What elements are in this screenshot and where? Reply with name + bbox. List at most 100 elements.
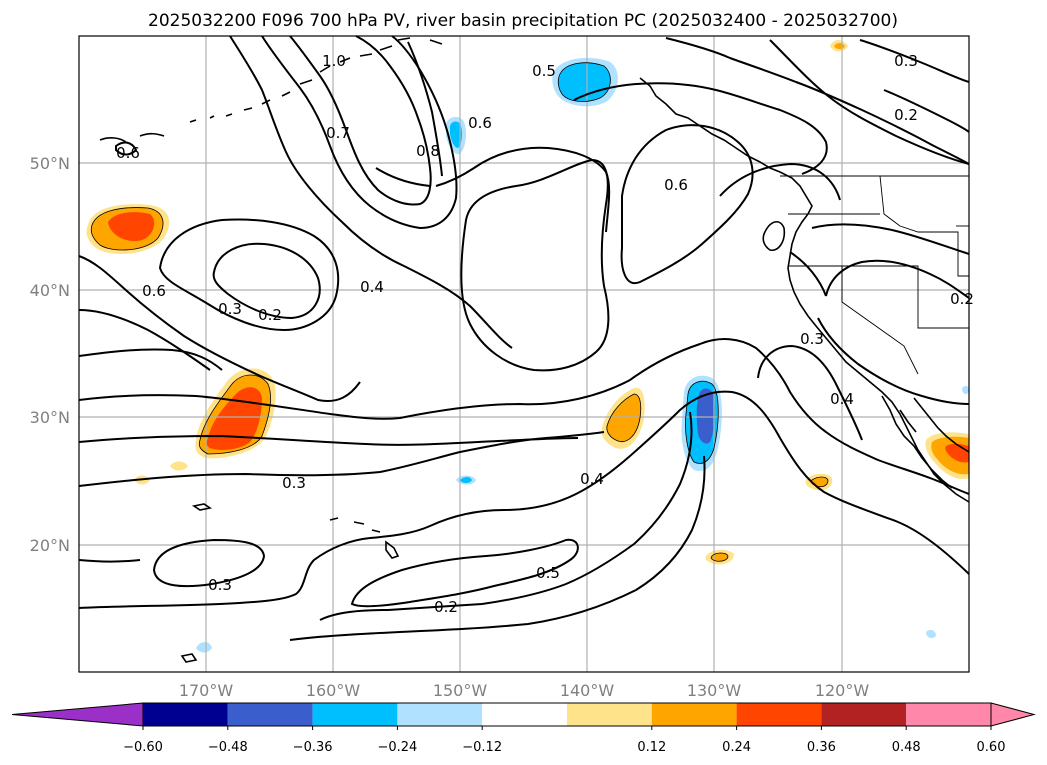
precip-outline <box>606 393 642 443</box>
lon-label: 120°W <box>815 681 870 700</box>
contour-label: 0.6 <box>664 176 688 194</box>
lat-label: 40°N <box>30 281 70 300</box>
colorbar-bin <box>227 703 313 726</box>
pv-isoline <box>825 259 970 299</box>
colorbar-bin <box>906 703 991 726</box>
lat-label: 50°N <box>30 154 70 173</box>
state-borders <box>879 175 969 277</box>
precip-fill-negative-mid <box>450 121 462 148</box>
precip-fill-positive-outer <box>170 461 188 471</box>
contour-label: 0.2 <box>894 106 918 124</box>
contour-label: 0.4 <box>580 470 604 488</box>
baja-coast <box>881 395 953 489</box>
pv-isoline <box>152 538 266 588</box>
contour-labels: 1.0 0.7 0.8 0.6 0.5 0.3 0.2 0.6 0.6 0.3 … <box>116 52 974 616</box>
colorbar-tick-label: −0.48 <box>208 740 248 755</box>
colorbar-extend-low <box>11 702 144 727</box>
precip-fill-positive-mid <box>606 394 641 442</box>
lon-label: 160°W <box>306 681 361 700</box>
colorbar-tick-label: 0.48 <box>892 740 921 755</box>
precip-outline <box>557 62 611 102</box>
lon-label: 170°W <box>179 681 234 700</box>
longitude-labels: 170°W 160°W 150°W 140°W 130°W 120°W <box>179 681 870 700</box>
precip-fill-negative-core <box>696 388 715 444</box>
coastlines <box>99 37 970 663</box>
colorbar-bin <box>821 703 907 726</box>
contour-label: 0.2 <box>950 290 974 308</box>
colorbar-extend-high <box>990 702 1036 727</box>
colorbar-bin <box>736 703 822 726</box>
contour-label: 0.2 <box>258 306 282 324</box>
precip-outline <box>710 552 729 562</box>
map-title: 2025032200 F096 700 hPa PV, river basin … <box>148 11 898 31</box>
pv-isoline <box>350 538 579 608</box>
map-frame <box>78 35 970 673</box>
state-borders <box>788 213 969 375</box>
contour-label: 0.6 <box>116 144 140 162</box>
pv-isoline <box>261 35 458 230</box>
contour-label: 0.4 <box>830 390 854 408</box>
colorbar-bin <box>312 703 398 726</box>
pv-isoline <box>789 251 827 297</box>
pv-isoline <box>757 344 863 441</box>
pv-isoline <box>158 218 340 332</box>
contour-label: 0.3 <box>894 52 918 70</box>
colorbar-tick-label: −0.60 <box>123 740 163 755</box>
pv-isoline <box>212 242 321 320</box>
colorbar-tick-label: −0.36 <box>293 740 333 755</box>
pv-isoline <box>883 89 970 133</box>
colorbar-bin <box>567 703 652 726</box>
pv-isoline <box>289 35 432 206</box>
contour-label: 0.6 <box>142 282 166 300</box>
latitude-labels: 50°N 40°N 30°N 20°N <box>30 154 70 555</box>
colorbar-tick-label: −0.12 <box>462 740 502 755</box>
precip-outline <box>685 380 719 464</box>
colorbar-bin <box>397 703 483 726</box>
pv-isoline <box>407 41 443 177</box>
precip-fill-positive-mid <box>711 553 728 562</box>
contour-label: 0.7 <box>326 124 350 142</box>
pv-isoline <box>719 162 841 201</box>
map-panel: 1.0 0.7 0.8 0.6 0.5 0.3 0.2 0.6 0.6 0.3 … <box>78 35 974 673</box>
pv-isoline <box>229 35 513 349</box>
colorbar-bin <box>482 703 567 726</box>
pv-isoline <box>817 317 970 405</box>
pv-isoline <box>78 309 211 371</box>
colorbar-tick-label: 0.36 <box>807 740 836 755</box>
colorbar-tick-label: 0.12 <box>637 740 666 755</box>
pv-isoline <box>620 124 754 285</box>
pv-isoline <box>769 39 970 165</box>
hawaii-islands <box>329 517 400 559</box>
precip-fill-negative-outer <box>196 642 212 653</box>
pv-isoline <box>115 141 138 156</box>
colorbar-bin <box>651 703 737 726</box>
islet <box>180 653 198 663</box>
west-coast <box>639 77 970 503</box>
pv-isoline <box>319 411 693 621</box>
mexico-coast <box>913 397 970 453</box>
pv-isoline <box>78 434 579 446</box>
precip-fill-negative-outer <box>962 385 969 395</box>
pv-isoline <box>78 348 223 371</box>
colorbar-bin <box>143 703 228 726</box>
contour-label: 0.4 <box>360 278 384 296</box>
pv-isoline <box>460 158 610 372</box>
precip-outline <box>90 207 164 251</box>
colorbar: −0.60 −0.48 −0.36 −0.24 −0.12 0.12 0.24 0.36 0.4… <box>11 702 1036 755</box>
pv-contours <box>78 35 970 641</box>
contour-label: 0.5 <box>532 62 556 80</box>
contour-label: 0.3 <box>800 330 824 348</box>
colorbar-tick-label: −0.24 <box>377 740 417 755</box>
contour-label: 0.6 <box>468 114 492 132</box>
lon-label: 150°W <box>433 681 488 700</box>
pv-isoline <box>375 146 611 233</box>
contour-label: 0.3 <box>218 300 242 318</box>
lat-label: 20°N <box>30 536 70 555</box>
pv-isoline <box>573 82 828 175</box>
precip-fill-negative-outer <box>926 629 936 639</box>
contour-label: 0.5 <box>536 564 560 582</box>
pv-isoline <box>78 255 361 402</box>
lat-label: 30°N <box>30 408 70 427</box>
vancouver-island <box>762 221 786 252</box>
pv-isoline <box>78 431 605 487</box>
